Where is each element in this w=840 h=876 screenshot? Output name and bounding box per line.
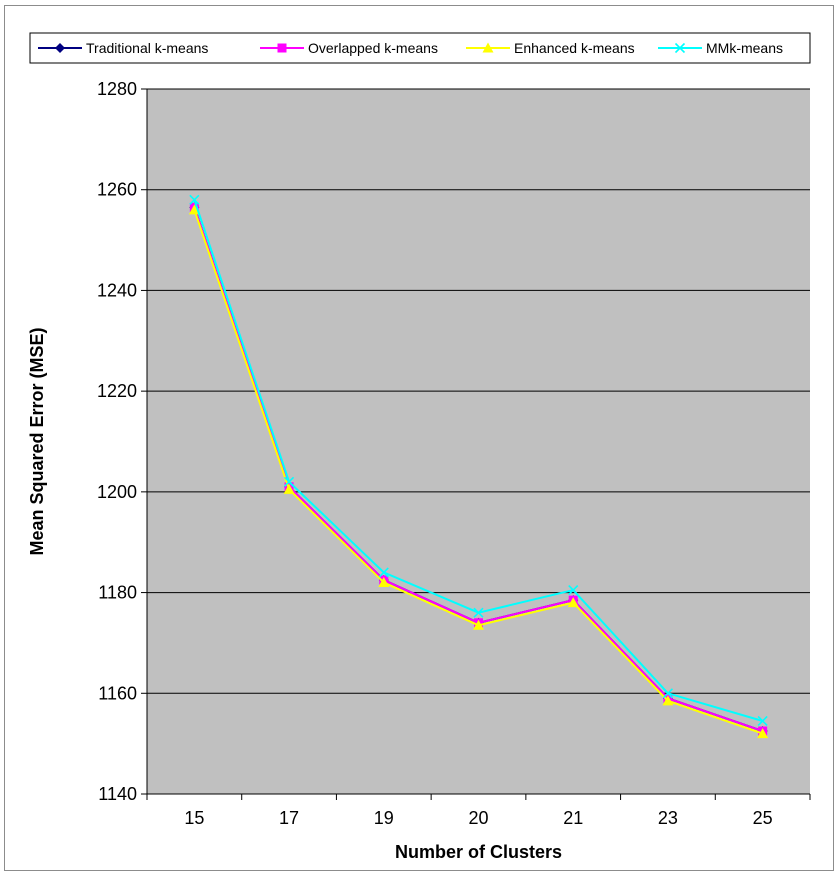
y-tick-label: 1240 — [97, 280, 137, 300]
y-axis-ticks: 1140 1160 1180 1200 1220 1240 1260 1280 — [97, 79, 147, 804]
y-tick-label: 1200 — [97, 482, 137, 502]
x-tick-label: 17 — [279, 808, 299, 828]
y-tick-label: 1220 — [97, 381, 137, 401]
x-tick-label: 20 — [468, 808, 488, 828]
legend: Traditional k-means Overlapped k-means Enh… — [30, 33, 810, 63]
legend-label: Traditional k-means — [86, 40, 208, 56]
x-axis-title: Number of Clusters — [395, 842, 562, 862]
y-tick-label: 1160 — [98, 683, 137, 703]
y-tick-label: 1180 — [98, 583, 137, 603]
y-tick-label: 1280 — [97, 79, 137, 99]
x-tick-label: 23 — [658, 808, 678, 828]
plot-area — [147, 89, 810, 794]
x-axis-ticks: 15 17 19 20 21 23 25 — [147, 794, 810, 828]
y-tick-label: 1260 — [97, 180, 137, 200]
legend-marker — [278, 44, 287, 53]
x-tick-label: 21 — [563, 808, 583, 828]
y-tick-label: 1140 — [98, 784, 137, 804]
x-tick-label: 19 — [374, 808, 394, 828]
legend-label: Overlapped k-means — [308, 40, 438, 56]
legend-label: Enhanced k-means — [514, 40, 635, 56]
y-axis-title: Mean Squared Error (MSE) — [27, 327, 47, 555]
x-tick-label: 15 — [184, 808, 204, 828]
x-tick-label: 25 — [753, 808, 773, 828]
legend-label: MMk-means — [706, 40, 783, 56]
